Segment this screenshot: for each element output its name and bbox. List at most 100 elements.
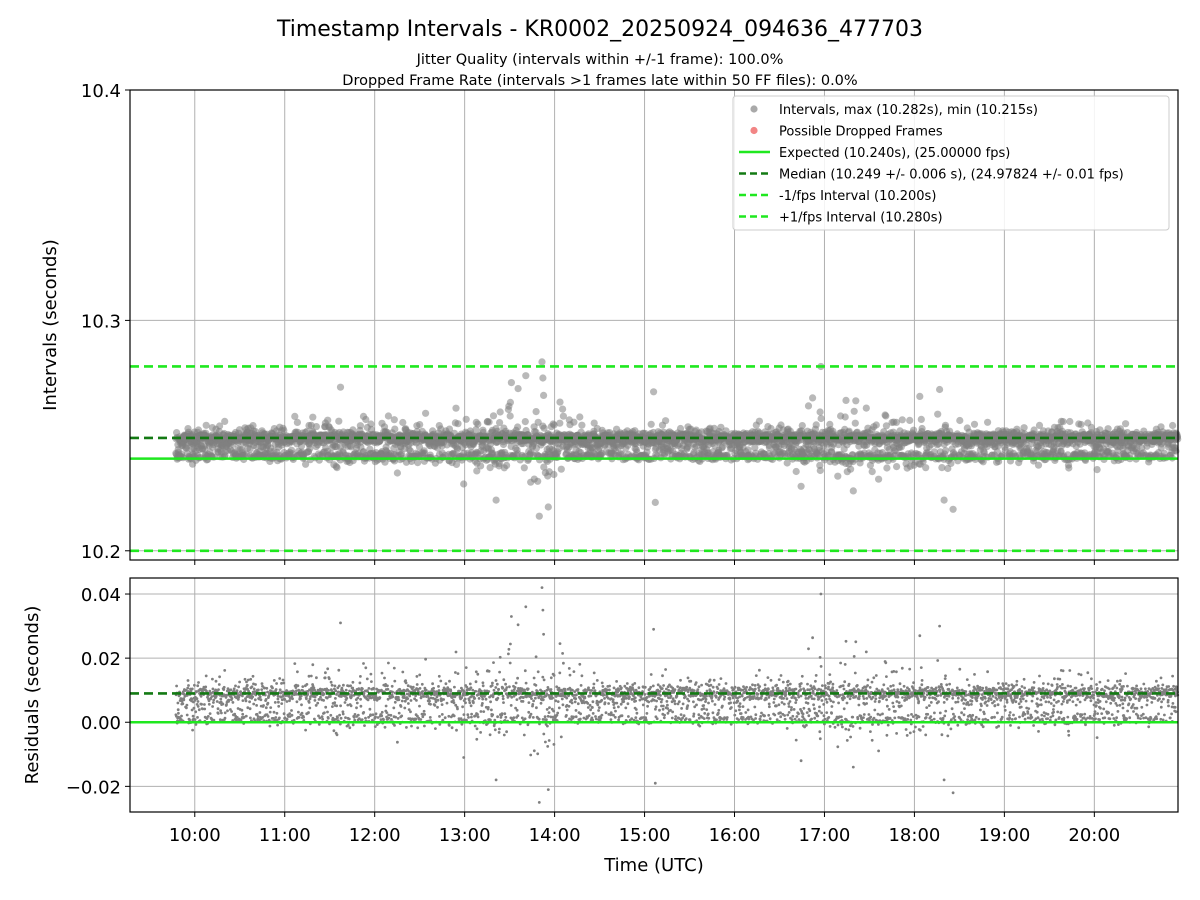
residual-point [359, 675, 362, 678]
residual-point [423, 724, 426, 728]
residual-point [175, 684, 179, 688]
residual-point [419, 718, 423, 721]
residual-point [241, 694, 244, 698]
residual-point [418, 704, 421, 708]
residual-point [348, 689, 351, 693]
interval-point [202, 421, 210, 429]
residual-point [429, 702, 432, 706]
residual-point [264, 698, 268, 701]
interval-point [506, 412, 514, 420]
residual-point [296, 670, 299, 674]
interval-point [306, 444, 314, 452]
interval-point [534, 477, 542, 485]
residual-point [222, 685, 226, 689]
residual-point [337, 684, 341, 688]
chart-subtitle-jitter: Jitter Quality (intervals within +/-1 fr… [416, 52, 784, 68]
residual-point [333, 701, 337, 705]
interval-point [522, 372, 530, 380]
interval-point [532, 408, 540, 416]
residual-point [301, 685, 305, 688]
interval-point [489, 412, 498, 420]
residual-point [278, 688, 282, 692]
interval-point [882, 412, 890, 420]
interval-point [280, 426, 288, 434]
interval-point [842, 396, 850, 404]
interval-point [852, 397, 860, 405]
residual-point [223, 716, 227, 720]
interval-point [506, 398, 514, 406]
interval-point [514, 423, 522, 431]
residual-point [352, 715, 356, 719]
residual-point [315, 676, 318, 680]
residual-point [431, 682, 434, 686]
legend-marker [750, 126, 758, 135]
residual-point [206, 715, 210, 718]
residual-point [243, 677, 247, 681]
residual-point [319, 695, 322, 699]
residual-point [341, 712, 345, 716]
interval-point [539, 374, 547, 382]
residual-point [359, 704, 363, 708]
residual-point [221, 702, 225, 706]
residual-point [252, 702, 256, 706]
residual-point [422, 709, 426, 713]
interval-point [520, 464, 528, 472]
residual-point [314, 704, 318, 707]
interval-point [942, 447, 950, 455]
residual-point [244, 699, 248, 703]
residual-point [369, 672, 373, 676]
residual-point [268, 724, 272, 728]
interval-point [970, 420, 979, 428]
residual-point [362, 711, 366, 714]
residual-point [397, 695, 400, 699]
residual-point [199, 694, 203, 698]
interval-point [883, 464, 891, 472]
interval-point [755, 417, 764, 425]
residual-point [410, 724, 413, 728]
residual-point [296, 684, 300, 688]
interval-point [477, 462, 485, 470]
residual-point [299, 694, 303, 698]
residual-point [390, 684, 394, 688]
interval-point [570, 418, 578, 426]
residual-point [323, 711, 326, 715]
residual-point [347, 717, 351, 721]
residual-point [358, 681, 362, 685]
interval-point [1065, 464, 1073, 472]
residual-point [216, 707, 220, 711]
interval-point [918, 424, 926, 433]
intervals-panel: 10.210.310.4 Intervals (seconds) Interva… [40, 81, 1182, 565]
residual-point [203, 707, 207, 711]
residual-point [421, 690, 424, 693]
legend-label: Intervals, max (10.282s), min (10.215s) [779, 103, 1038, 118]
residual-point [265, 686, 269, 690]
interval-point [544, 503, 552, 511]
residual-point [335, 733, 339, 737]
residual-point [177, 711, 180, 715]
interval-point [538, 358, 546, 366]
residual-point [371, 713, 375, 717]
residual-point [339, 704, 342, 708]
residual-point [313, 699, 317, 702]
residual-point [428, 699, 431, 703]
residual-point [404, 679, 407, 682]
interval-point [399, 418, 407, 427]
interval-point [393, 469, 401, 477]
residual-point [307, 701, 311, 704]
intervals-y-ticks: 10.210.310.4 [81, 81, 130, 563]
residual-point [208, 712, 212, 715]
residual-point [356, 713, 360, 717]
residual-point [232, 687, 236, 691]
residual-point [191, 728, 195, 732]
residual-point [280, 702, 284, 705]
residual-point [346, 723, 350, 727]
residual-point [235, 689, 239, 693]
residual-point [217, 688, 220, 691]
residual-point [241, 712, 245, 716]
residual-point [364, 666, 368, 670]
interval-point [324, 416, 332, 424]
residual-point [391, 695, 395, 699]
residual-point [406, 684, 410, 688]
residual-point [223, 711, 227, 715]
residual-point [285, 717, 289, 721]
